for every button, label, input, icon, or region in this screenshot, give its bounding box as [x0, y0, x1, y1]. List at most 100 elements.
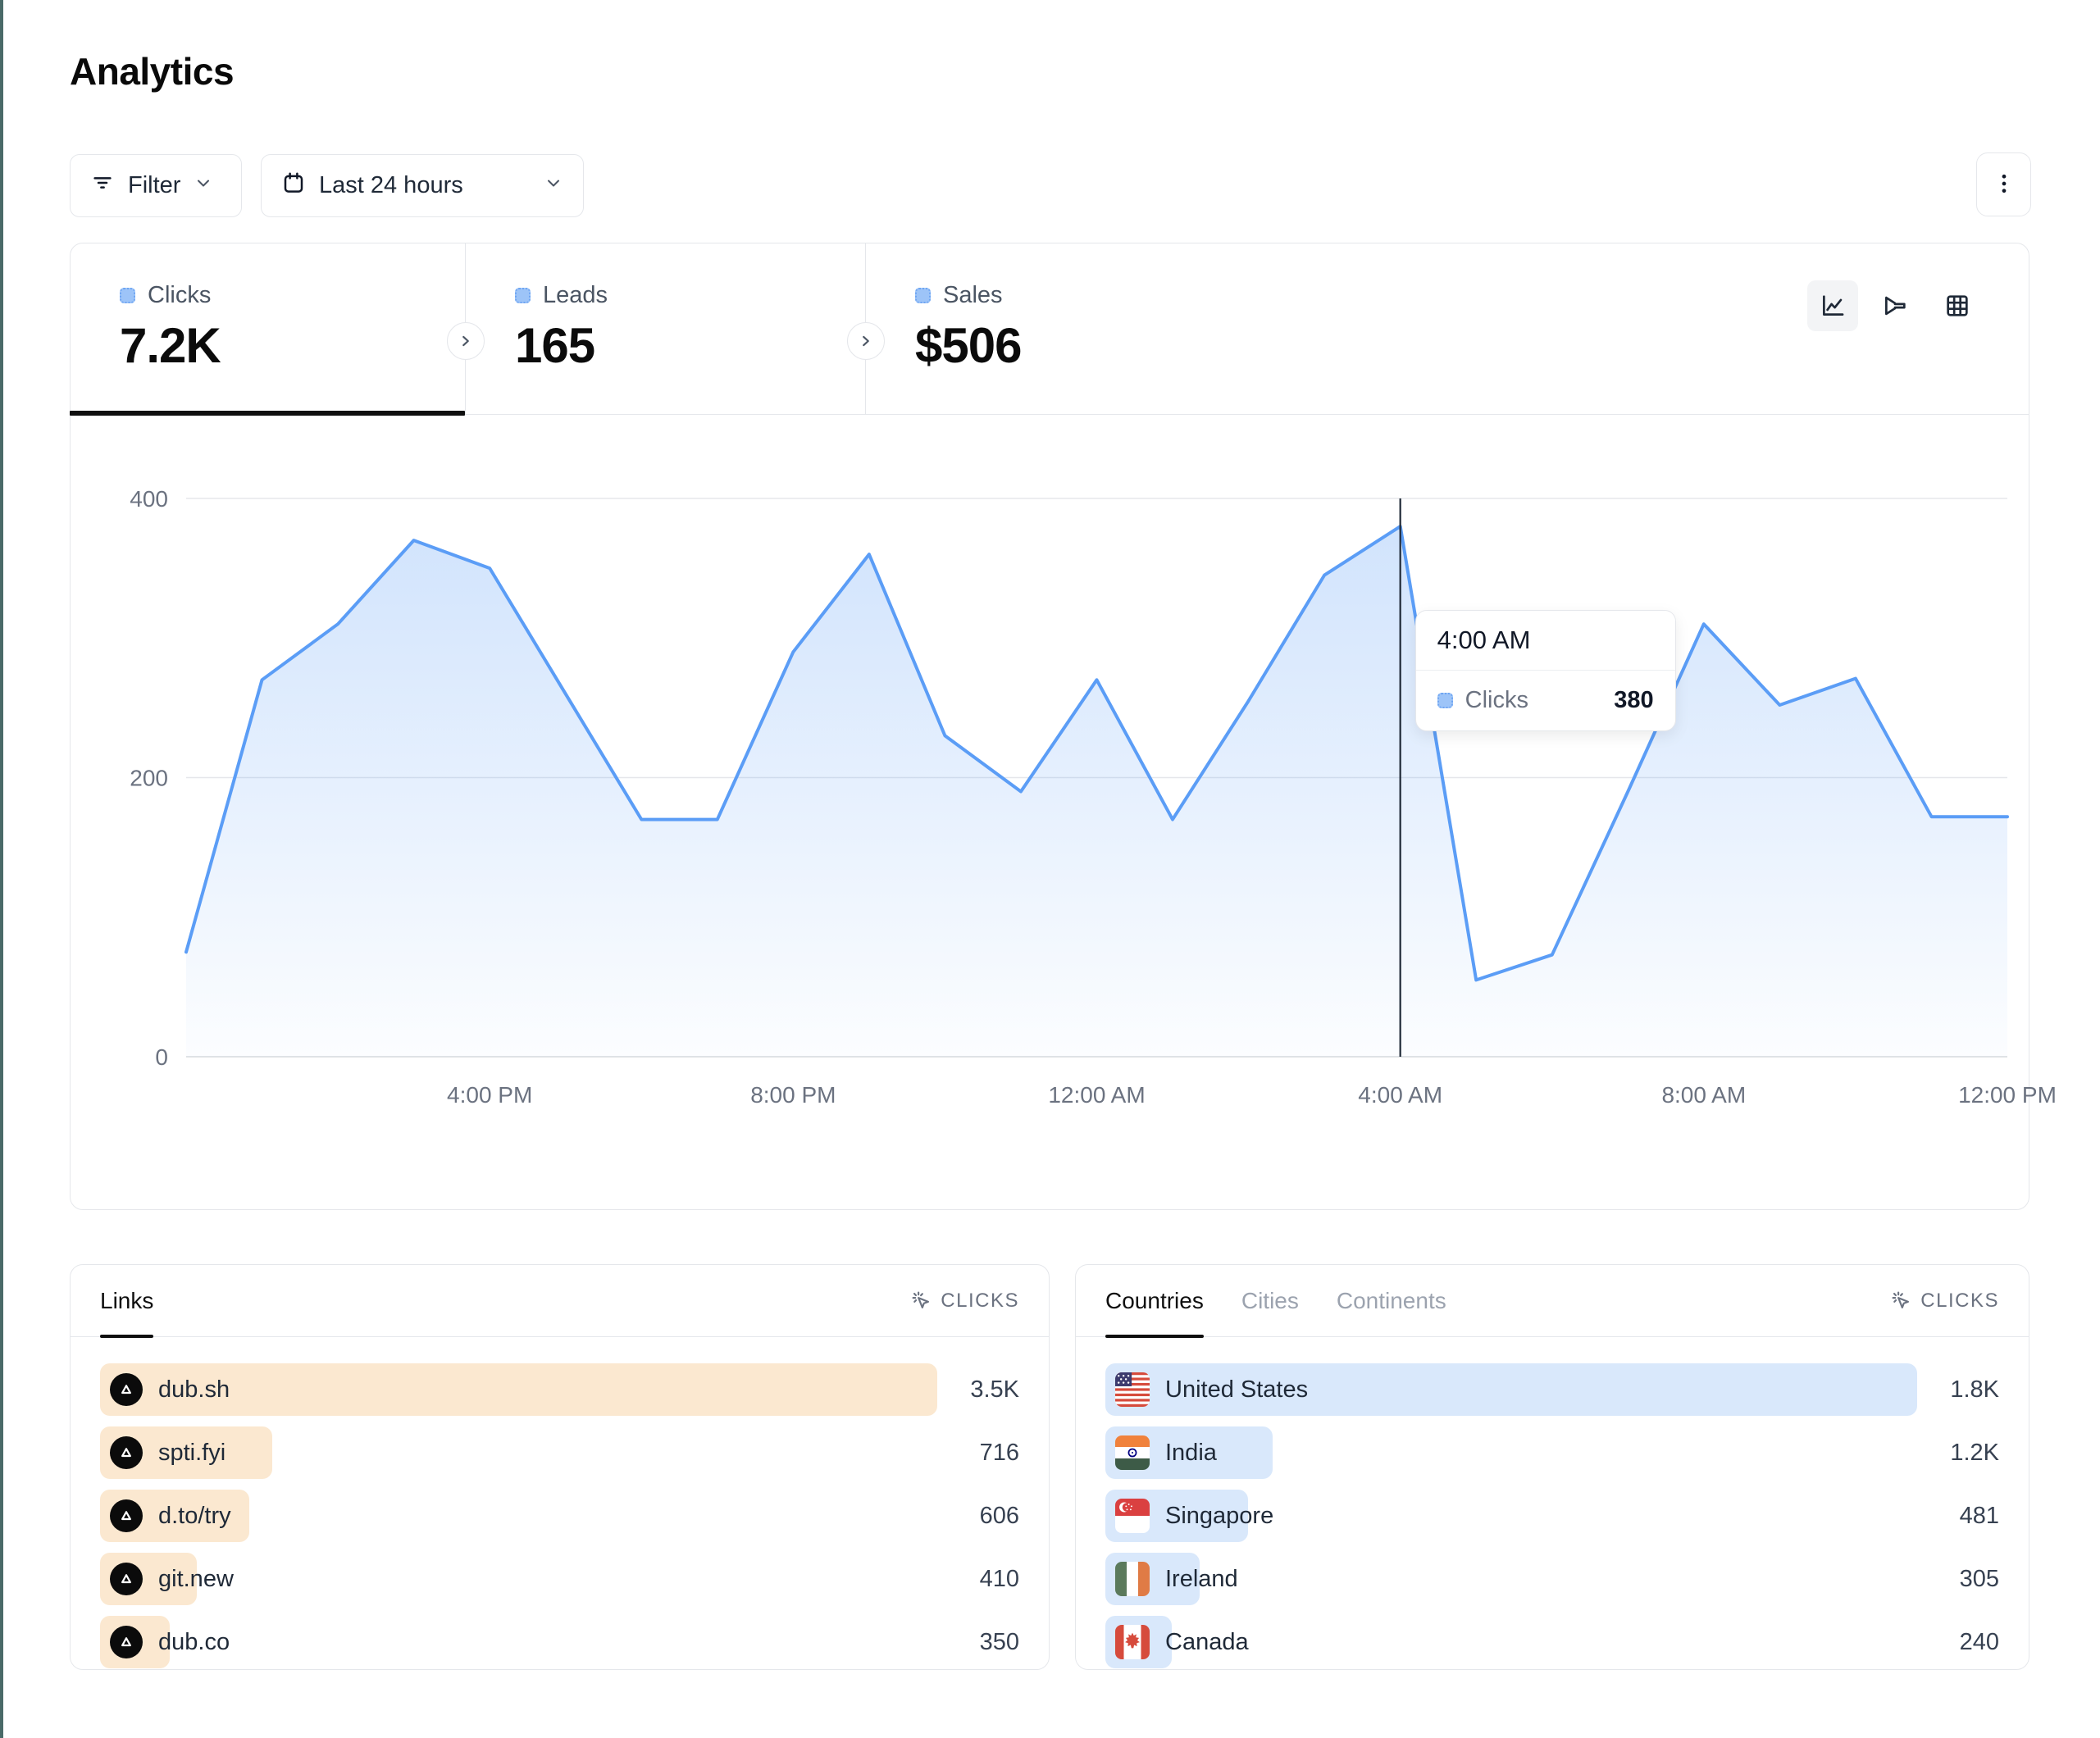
country-row[interactable]: Singapore 481 [1105, 1490, 1999, 1542]
clicks-value: 7.2K [120, 318, 221, 373]
svg-text:400: 400 [130, 486, 168, 512]
tab-cities[interactable]: Cities [1241, 1287, 1299, 1313]
link-row[interactable]: dub.co 350 [100, 1616, 1019, 1668]
chart-view-switcher [1807, 280, 1983, 331]
country-clicks-value: 481 [1959, 1502, 1999, 1529]
sales-series-swatch [915, 288, 931, 303]
country-flag-icon [1115, 1562, 1150, 1596]
chart-tooltip: 4:00 AM Clicks 380 [1414, 610, 1676, 731]
page-left-accent-strip [0, 0, 3, 1738]
dub-logo-icon [110, 1499, 143, 1532]
link-label: dub.co [158, 1628, 230, 1655]
dub-logo-icon [110, 1436, 143, 1469]
svg-text:12:00 PM: 12:00 PM [1958, 1082, 2057, 1108]
tab-sales[interactable]: Sales $506 [866, 243, 2029, 414]
tooltip-time: 4:00 AM [1415, 611, 1675, 671]
link-clicks-value: 350 [979, 1628, 1019, 1655]
link-clicks-value: 410 [979, 1565, 1019, 1592]
link-row[interactable]: dub.sh 3.5K [100, 1363, 1019, 1416]
country-flag-icon [1115, 1435, 1150, 1470]
tab-continents[interactable]: Continents [1336, 1287, 1446, 1313]
clicks-series-swatch [120, 288, 135, 303]
link-label: git.new [158, 1565, 234, 1592]
country-clicks-value: 1.8K [1950, 1376, 1999, 1403]
link-row[interactable]: git.new 410 [100, 1553, 1019, 1605]
metric-tabs-row: Clicks 7.2K Leads 165 Sales $506 [70, 243, 2029, 416]
filter-icon [90, 171, 115, 202]
page-title: Analytics [70, 50, 235, 93]
country-label: Canada [1165, 1628, 1249, 1655]
links-metric-toggle[interactable]: CLICKS [910, 1290, 1019, 1313]
links-list: dub.sh 3.5K spti.fyi 716 [71, 1337, 1049, 1668]
svg-text:200: 200 [130, 766, 168, 791]
expand-leads-button[interactable] [847, 322, 885, 360]
country-row[interactable]: United States 1.8K [1105, 1363, 1999, 1416]
chevron-right-icon [462, 335, 469, 347]
country-clicks-value: 240 [1959, 1628, 1999, 1655]
links-metric-label: CLICKS [941, 1289, 1019, 1312]
table-grid-icon [1947, 295, 1968, 316]
sales-label: Sales [943, 282, 1003, 308]
geo-metric-label: CLICKS [1920, 1289, 1999, 1312]
active-tab-underline [70, 411, 465, 416]
link-label: dub.sh [158, 1376, 230, 1403]
country-flag-icon [1115, 1625, 1150, 1659]
tooltip-series-swatch [1437, 693, 1453, 708]
country-label: India [1165, 1439, 1217, 1466]
country-label: Singapore [1165, 1502, 1274, 1529]
link-row[interactable]: spti.fyi 716 [100, 1426, 1019, 1479]
tooltip-series-label: Clicks [1465, 687, 1528, 713]
filter-button[interactable]: Filter [70, 154, 242, 217]
tab-clicks[interactable]: Clicks 7.2K [70, 243, 466, 416]
more-options-button[interactable] [1976, 152, 2031, 216]
table-view-button[interactable] [1932, 280, 1983, 331]
chevron-down-icon [194, 172, 213, 199]
tab-countries[interactable]: Countries [1105, 1265, 1204, 1338]
funnel-view-button[interactable] [1870, 280, 1920, 331]
link-label: d.to/try [158, 1502, 231, 1529]
link-clicks-value: 716 [979, 1439, 1019, 1466]
country-row[interactable]: Canada 240 [1105, 1616, 1999, 1668]
dub-logo-icon [110, 1563, 143, 1595]
tooltip-value: 380 [1614, 687, 1654, 713]
expand-clicks-button[interactable] [447, 322, 485, 360]
link-clicks-value: 3.5K [970, 1376, 1019, 1403]
line-chart-icon [1823, 295, 1844, 316]
cursor-click-icon [1892, 1291, 1910, 1309]
clicks-area-chart[interactable]: 0 200 400 4:00 PM 8:00 PM 12:00 AM 4:00 AM 8:00… [71, 415, 2057, 1209]
geo-panel: Countries Cities Continents CLICKS Unite… [1075, 1264, 2029, 1670]
link-label: spti.fyi [158, 1439, 226, 1466]
leads-series-swatch [515, 288, 531, 303]
geo-metric-toggle[interactable]: CLICKS [1890, 1290, 1999, 1313]
tab-leads[interactable]: Leads 165 [466, 243, 866, 414]
svg-text:4:00 PM: 4:00 PM [447, 1082, 532, 1108]
link-bar [100, 1363, 937, 1416]
line-chart-view-button[interactable] [1807, 280, 1858, 331]
country-label: Ireland [1165, 1565, 1238, 1592]
country-label: United States [1165, 1376, 1309, 1403]
leads-value: 165 [515, 318, 595, 373]
links-panel: Links CLICKS dub [70, 1264, 1050, 1670]
country-row[interactable]: Ireland 305 [1105, 1553, 1999, 1605]
link-row[interactable]: d.to/try 606 [100, 1490, 1019, 1542]
date-range-label: Last 24 hours [319, 172, 463, 198]
chart-region: 0 200 400 4:00 PM 8:00 PM 12:00 AM 4:00 AM 8:00… [71, 415, 2057, 1209]
country-flag-icon [1115, 1499, 1150, 1533]
kebab-menu-icon [1992, 171, 2016, 198]
svg-text:4:00 AM: 4:00 AM [1358, 1082, 1442, 1108]
country-clicks-value: 305 [1959, 1565, 1999, 1592]
link-clicks-value: 606 [979, 1502, 1019, 1529]
cursor-click-icon [912, 1291, 930, 1309]
svg-text:8:00 AM: 8:00 AM [1661, 1082, 1746, 1108]
tab-links[interactable]: Links [100, 1265, 154, 1338]
country-row[interactable]: India 1.2K [1105, 1426, 1999, 1479]
date-range-button[interactable]: Last 24 hours [261, 154, 584, 217]
svg-text:8:00 PM: 8:00 PM [750, 1082, 836, 1108]
calendar-icon [281, 171, 306, 202]
dub-logo-icon [110, 1626, 143, 1658]
sales-value: $506 [915, 318, 1022, 373]
geo-list: United States 1.8K India 1.2K Singapore … [1076, 1337, 2029, 1668]
clicks-label: Clicks [148, 282, 212, 308]
dub-logo-icon [110, 1373, 143, 1406]
